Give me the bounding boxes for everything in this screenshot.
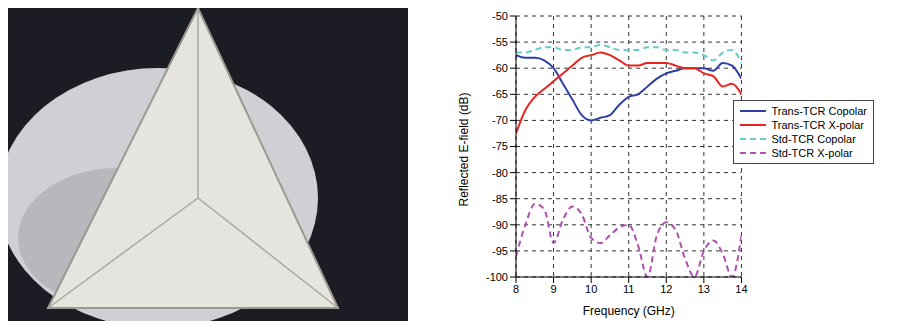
svg-text:Reflected E-field (dB): Reflected E-field (dB) xyxy=(457,92,471,206)
svg-text:-85: -85 xyxy=(492,193,508,205)
html-text:Trans-TCR Copolar: Trans-TCR Copolar xyxy=(771,105,867,117)
svg-text:-100: -100 xyxy=(486,271,508,283)
svg-text:11: 11 xyxy=(623,283,634,295)
svg-text:-65: -65 xyxy=(492,88,508,100)
html-text:Trans-TCR X-polar: Trans-TCR X-polar xyxy=(771,119,864,131)
svg-text:-90: -90 xyxy=(492,219,508,231)
svg-text:9: 9 xyxy=(551,283,557,295)
svg-text:-50: -50 xyxy=(492,10,508,22)
html-text:Std-TCR Copolar: Std-TCR Copolar xyxy=(771,133,856,145)
svg-text:-55: -55 xyxy=(492,36,508,48)
html-text:Std-TCR X-polar: Std-TCR X-polar xyxy=(771,147,853,159)
svg-text:13: 13 xyxy=(698,283,710,295)
svg-text:-60: -60 xyxy=(492,62,508,74)
svg-text:-70: -70 xyxy=(492,114,508,126)
svg-text:8: 8 xyxy=(513,283,519,295)
svg-text:12: 12 xyxy=(660,283,672,295)
svg-text:Frequency (GHz): Frequency (GHz) xyxy=(583,304,675,318)
svg-text:-75: -75 xyxy=(492,140,508,152)
svg-text:14: 14 xyxy=(735,283,747,295)
svg-text:-95: -95 xyxy=(492,245,508,257)
svg-text:-80: -80 xyxy=(492,167,508,179)
svg-text:10: 10 xyxy=(585,283,597,295)
